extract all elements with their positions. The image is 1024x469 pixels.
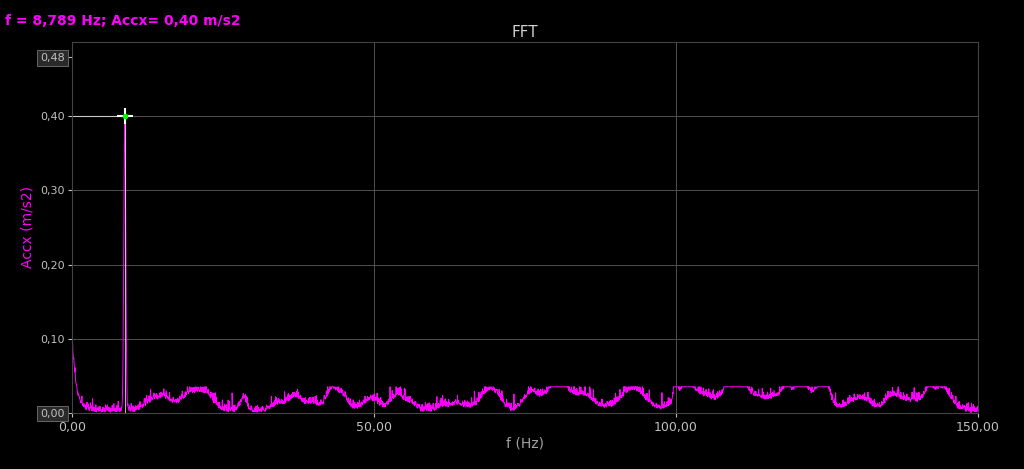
Y-axis label: Accx (m/s2): Accx (m/s2) [20, 187, 35, 268]
Text: f = 8,789 Hz; Accx= 0,40 m/s2: f = 8,789 Hz; Accx= 0,40 m/s2 [5, 14, 241, 28]
Title: FFT: FFT [511, 25, 539, 40]
X-axis label: f (Hz): f (Hz) [506, 437, 544, 451]
